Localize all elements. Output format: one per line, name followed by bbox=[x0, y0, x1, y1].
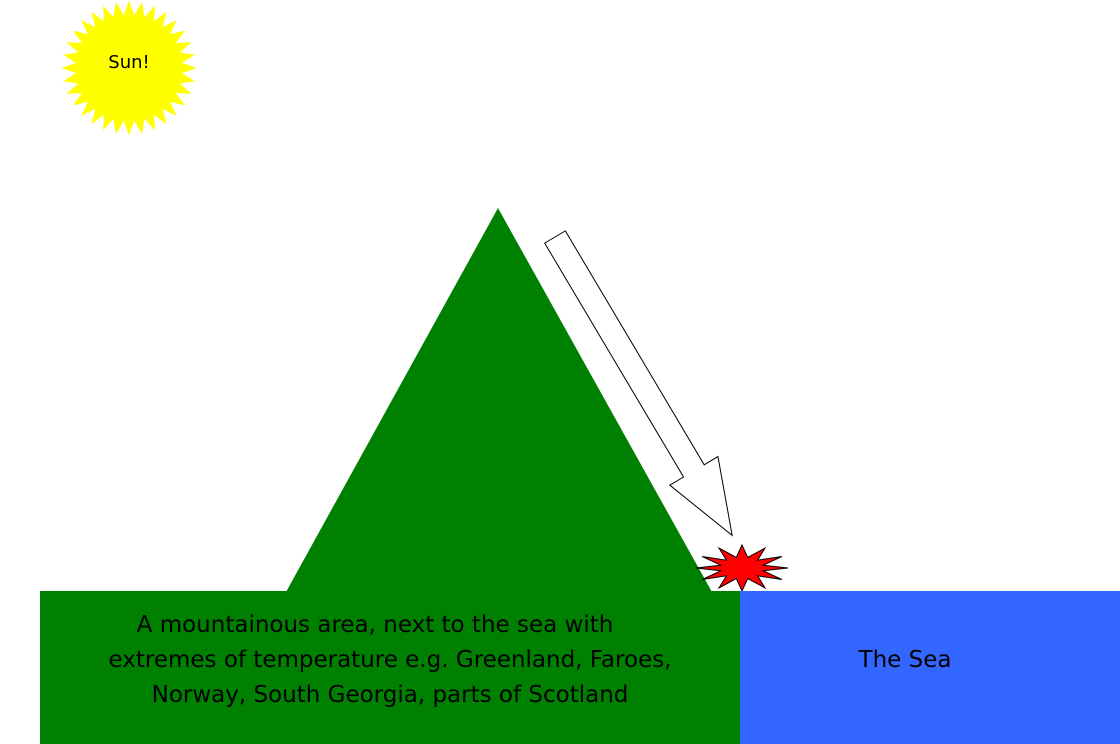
land-text-line: extremes of temperature e.g. Greenland, … bbox=[109, 647, 672, 673]
impact-burst bbox=[696, 545, 788, 591]
land-text-line: A mountainous area, next to the sea with bbox=[137, 612, 614, 638]
land-text-line: Norway, South Georgia, parts of Scotland bbox=[152, 682, 629, 708]
sea-label: The Sea bbox=[858, 647, 952, 673]
sun-label: Sun! bbox=[108, 52, 149, 73]
page: {"sun": {"label": "Sun!"}, "land": {"lin… bbox=[0, 0, 1120, 744]
diagram: Sun! A mountainous area, next to the sea… bbox=[0, 0, 1120, 744]
